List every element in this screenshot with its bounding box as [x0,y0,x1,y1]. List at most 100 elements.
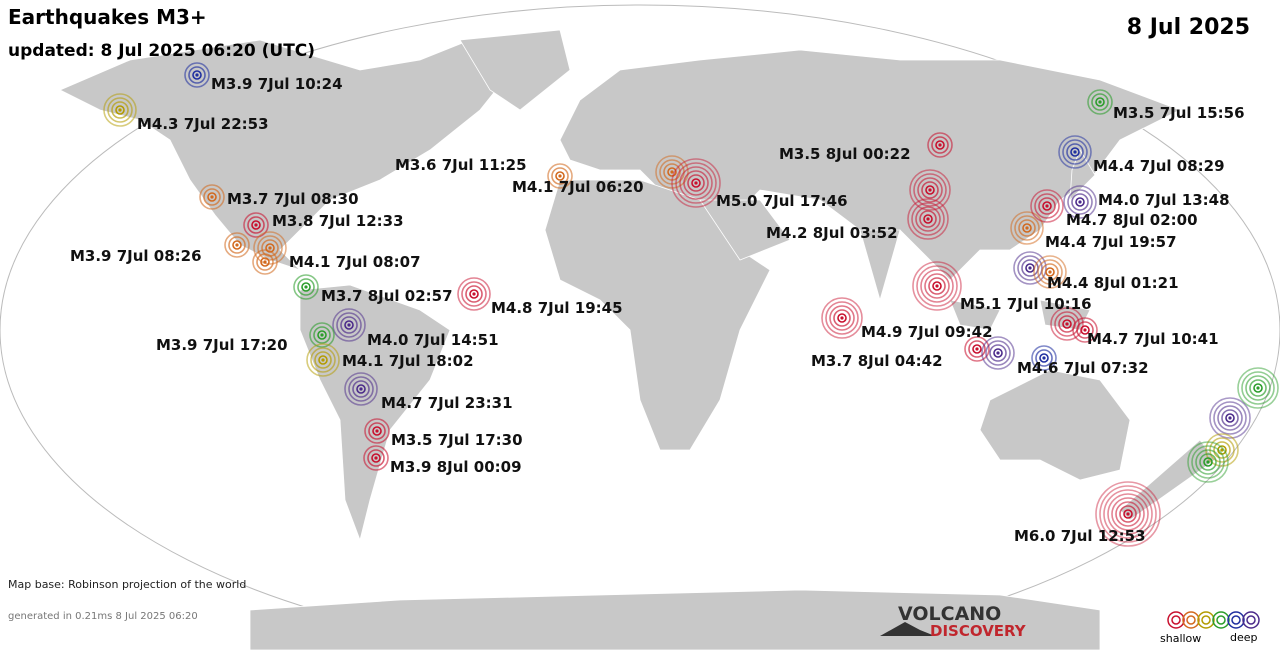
quake-ring [1070,147,1080,157]
quake-ring [675,162,717,204]
quake-marker [821,297,863,339]
quake-center [375,429,379,433]
quake-ring [317,330,327,340]
quake-center [347,323,351,327]
quake-ring [972,344,982,354]
quake-label: M4.7 7Jul 10:41 [1087,330,1219,348]
quake-label: M3.5 7Jul 17:30 [391,431,523,449]
quake-marker [907,198,949,240]
quake-ring [829,305,855,331]
title: Earthquakes M3+ [8,5,207,29]
quake-label: M3.7 8Jul 02:57 [321,287,453,305]
quake-ring [825,301,859,335]
quake-ring [671,158,721,208]
quake-ring [265,243,275,253]
quake-ring [1249,379,1267,397]
quake-ring [184,62,210,88]
quake-ring [1062,319,1072,329]
quake-ring [115,105,125,115]
quake-ring [314,351,332,369]
depth-legend [1167,611,1260,629]
quake-ring [551,167,569,185]
legend-deep: deep [1230,631,1258,644]
quake-ring [469,289,479,299]
quake-ring [691,178,701,188]
quake-ring [1041,263,1059,281]
quake-ring [912,261,962,311]
legend-ring [1201,615,1211,625]
quake-ring [1033,255,1067,289]
quake-marker [363,445,389,471]
quake-label: M4.1 7Jul 18:02 [342,352,474,370]
quake-ring [1217,405,1243,431]
quake-marker [344,372,378,406]
quake-label: M4.7 7Jul 23:31 [381,394,513,412]
quake-ring [925,185,935,195]
quake-labels: M3.9 7Jul 10:24 M4.3 7Jul 22:53 M3.7 7Jul … [70,75,1245,545]
quake-ring [1245,375,1271,401]
quake-ring [687,174,705,192]
quake-center [472,292,476,296]
quake-label: M4.4 7Jul 19:57 [1045,233,1177,251]
quake-ring [931,136,949,154]
quake-label: M4.0 7Jul 14:51 [367,331,499,349]
quake-ring [932,281,942,291]
quake-ring [260,257,270,267]
quake-ring [1072,317,1098,343]
quake-label: M3.7 7Jul 08:30 [227,190,359,208]
quake-center [304,285,308,289]
quake-center [928,188,932,192]
quake-ring [1213,401,1247,435]
quake-label: M5.0 7Jul 17:46 [716,192,848,210]
quake-ring [1030,189,1064,223]
legend-ring [1242,611,1260,629]
quake-label: M3.5 8Jul 00:22 [779,145,911,163]
quake-ring [203,188,221,206]
quake-center [926,217,930,221]
quake-ring [985,340,1011,366]
quake-ring [1213,441,1231,459]
quake-marker [655,155,689,189]
quake-ring [188,66,206,84]
quake-label: M4.8 7Jul 19:45 [491,299,623,317]
quake-center [195,73,199,77]
legend-ring [1216,615,1226,625]
date: 8 Jul 2025 [1127,15,1250,40]
quake-ring [1253,383,1263,393]
quake-ring [833,309,851,327]
quake-center [840,316,844,320]
quake-ring [911,202,945,236]
quake-marker [199,184,225,210]
quake-label: M4.7 8Jul 02:00 [1066,211,1198,229]
quake-ring [1017,255,1043,281]
quake-marker [1087,89,1113,115]
quake-ring [363,445,389,471]
logo-bottom: DISCOVERY [930,622,1027,640]
quake-ring [993,348,1003,358]
quake-center [118,108,122,112]
quake-ring [318,355,328,365]
quake-ring [297,278,315,296]
quake-ring [837,313,847,323]
quake-marker [332,308,366,342]
quake-marker [224,232,250,258]
quake-marker [1033,255,1067,289]
quake-ring [332,308,366,342]
legend-ring [1246,615,1256,625]
quake-ring [364,418,390,444]
legend-ring [1167,611,1185,629]
quake-ring [1018,219,1036,237]
quake-marker [1063,185,1097,219]
quake-marker [981,336,1015,370]
quake-ring [1195,449,1221,475]
quake-ring [1071,193,1089,211]
quake-marker [1237,367,1279,409]
quake-ring [1042,201,1052,211]
quake-center [975,347,979,351]
quake-center [1078,200,1082,204]
quake-label: M4.9 7Jul 09:42 [861,323,993,341]
quake-center [935,284,939,288]
quake-marker [364,418,390,444]
logo-icon [880,622,935,636]
quake-marker [1050,307,1084,341]
